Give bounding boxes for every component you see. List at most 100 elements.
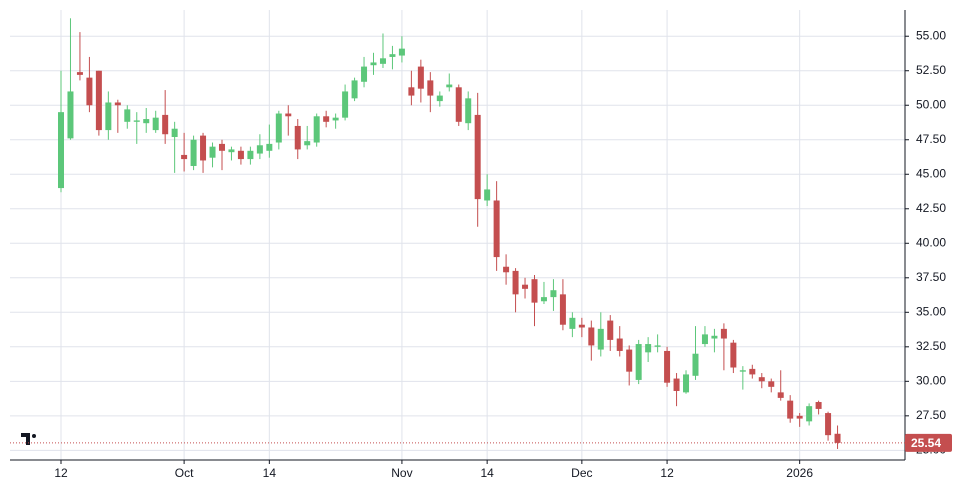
- candle-body: [124, 109, 131, 122]
- candle-body: [493, 200, 500, 258]
- y-tick-label: 27.50: [916, 408, 946, 422]
- x-tick-label: Oct: [175, 466, 194, 480]
- candle-body: [105, 102, 112, 131]
- y-tick-label: 30.00: [916, 373, 946, 387]
- candle-body: [796, 415, 803, 419]
- candle-body: [578, 324, 585, 328]
- candle-body: [218, 143, 225, 151]
- y-tick-label: 40.00: [916, 235, 946, 249]
- logo-stem: [26, 433, 30, 445]
- candle-body: [76, 72, 83, 75]
- candle-body: [389, 54, 396, 57]
- candle-body: [711, 335, 718, 339]
- candle-body: [522, 284, 529, 289]
- candle-body: [332, 117, 339, 121]
- y-tick-label: 52.50: [916, 63, 946, 77]
- candle-body: [749, 368, 756, 375]
- candle-body: [815, 402, 822, 409]
- candle-body: [664, 350, 671, 383]
- y-tick-label: 55.00: [916, 28, 946, 42]
- x-tick-label: Nov: [391, 466, 412, 480]
- x-tick-label: 14: [263, 466, 277, 480]
- logo-bar: [21, 433, 30, 437]
- candle-body: [275, 113, 282, 143]
- candle-body: [787, 400, 794, 419]
- candle-body: [379, 58, 386, 64]
- candle-body: [285, 113, 292, 117]
- candles: [58, 18, 841, 449]
- candle-body: [540, 297, 547, 302]
- last-price-label: 25.54: [911, 436, 941, 450]
- candle-body: [720, 328, 727, 339]
- candle-body: [67, 91, 74, 139]
- candle-body: [446, 84, 453, 88]
- candle-body: [626, 349, 633, 372]
- candle-body: [550, 290, 557, 298]
- candle-body: [133, 120, 140, 122]
- candle-body: [730, 342, 737, 368]
- last-price-box: [905, 433, 952, 452]
- candle-body: [209, 146, 216, 158]
- grid: [10, 10, 905, 460]
- candle-body: [351, 80, 358, 99]
- candle-body: [228, 149, 235, 153]
- candle-body: [427, 80, 434, 96]
- x-tick-label: 14: [480, 466, 494, 480]
- x-tick-label: 2026: [786, 466, 813, 480]
- candle-body: [152, 117, 159, 131]
- candle-body: [484, 189, 491, 201]
- candle-body: [645, 344, 652, 353]
- candle-body: [58, 112, 64, 189]
- y-tick-label: 32.50: [916, 339, 946, 353]
- y-tick-label: 37.50: [916, 270, 946, 284]
- y-tick-label: 35.00: [916, 304, 946, 318]
- candle-body: [162, 114, 169, 135]
- y-tick-label: 50.00: [916, 97, 946, 111]
- candle-body: [559, 294, 566, 325]
- candle-body: [237, 150, 244, 160]
- x-tick-label: 12: [54, 466, 68, 480]
- candle-body: [86, 77, 93, 106]
- candle-body: [247, 150, 254, 160]
- candle-body: [190, 139, 197, 166]
- x-tick-label: Dec: [571, 466, 592, 480]
- candle-body: [417, 66, 424, 89]
- y-tick-label: 45.00: [916, 166, 946, 180]
- candle-body: [654, 345, 661, 347]
- candle-body: [739, 370, 746, 372]
- candle-body: [304, 141, 311, 146]
- candle-body: [758, 377, 765, 382]
- candle-body: [768, 381, 775, 387]
- candle-body: [531, 279, 538, 303]
- candle-body: [408, 87, 415, 96]
- candle-body: [701, 334, 708, 345]
- candle-body: [512, 270, 519, 295]
- candle-body: [266, 143, 273, 151]
- candle-body: [588, 327, 595, 346]
- candle-body: [313, 116, 320, 143]
- logo-dot: [32, 434, 36, 438]
- candle-body: [825, 413, 832, 436]
- candle-body: [294, 125, 301, 150]
- candle-body: [635, 344, 642, 380]
- candle-body: [323, 116, 330, 122]
- candle-body: [569, 317, 576, 329]
- candle-body: [806, 406, 813, 422]
- x-tick-label: 12: [660, 466, 674, 480]
- candle-body: [171, 128, 178, 137]
- candle-body: [200, 135, 207, 161]
- candle-body: [256, 145, 263, 154]
- candle-body: [683, 374, 690, 393]
- candle-body: [465, 98, 472, 124]
- candle-body: [834, 433, 841, 443]
- candle-body: [342, 91, 349, 118]
- candle-body: [597, 328, 604, 350]
- candle-body: [607, 320, 614, 340]
- candle-body: [143, 119, 150, 124]
- candle-body: [777, 392, 784, 398]
- y-tick-label: 47.50: [916, 132, 946, 146]
- candle-body: [114, 102, 121, 106]
- candle-body: [95, 70, 102, 131]
- candle-body: [692, 353, 699, 376]
